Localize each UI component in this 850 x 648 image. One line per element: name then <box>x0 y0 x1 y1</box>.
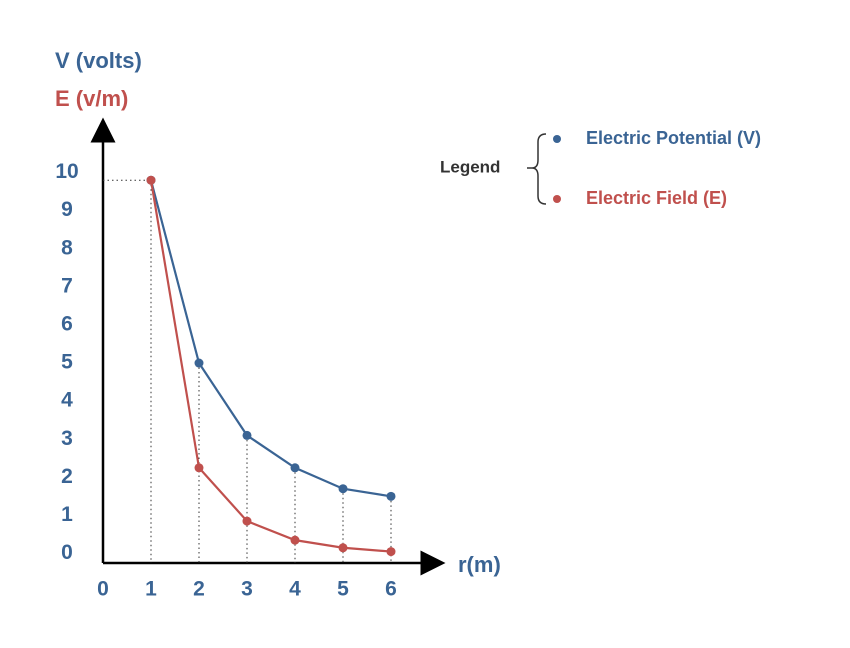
y-tick-label: 5 <box>61 351 73 374</box>
data-point <box>242 516 252 526</box>
x-tick-label: 2 <box>193 578 205 601</box>
y-tick-label: 2 <box>61 465 73 488</box>
data-point <box>290 535 300 545</box>
legend-marker <box>553 195 561 203</box>
x-tick-label: 3 <box>241 578 253 601</box>
data-point <box>338 543 348 553</box>
data-point <box>386 491 396 501</box>
y-tick-label: 6 <box>61 313 73 336</box>
y-tick-label: 1 <box>61 503 73 526</box>
data-point <box>194 463 204 473</box>
x-axis-title: r(m) <box>458 552 501 577</box>
data-point <box>194 358 204 368</box>
legend-label: Electric Potential (V) <box>586 128 761 148</box>
x-tick-label: 6 <box>385 578 397 601</box>
legend-brace <box>527 133 547 205</box>
y-axis-title: V (volts) <box>55 48 142 73</box>
legend-title: Legend <box>440 157 500 176</box>
y-tick-label: 9 <box>61 198 73 221</box>
series-line <box>149 180 392 553</box>
legend-marker <box>553 135 561 143</box>
legend-label: Electric Field (E) <box>586 188 727 208</box>
data-point <box>290 463 300 473</box>
y-tick-label: 3 <box>61 427 73 450</box>
data-point <box>338 484 348 494</box>
y-tick-label: 7 <box>61 274 73 297</box>
x-tick-label: 4 <box>289 578 301 601</box>
y-tick-label: 8 <box>61 236 73 259</box>
data-point <box>386 547 396 557</box>
x-tick-label: 1 <box>145 578 157 601</box>
data-point <box>146 175 156 185</box>
x-tick-label: 5 <box>337 578 349 601</box>
x-tick-label: 0 <box>97 578 109 601</box>
y2-axis-title: E (v/m) <box>55 86 128 111</box>
series-line <box>149 179 392 498</box>
y-tick-label: 4 <box>61 389 73 412</box>
data-point <box>242 430 252 440</box>
y-tick-label: 0 <box>61 541 73 564</box>
y-tick-label: 10 <box>55 160 78 183</box>
